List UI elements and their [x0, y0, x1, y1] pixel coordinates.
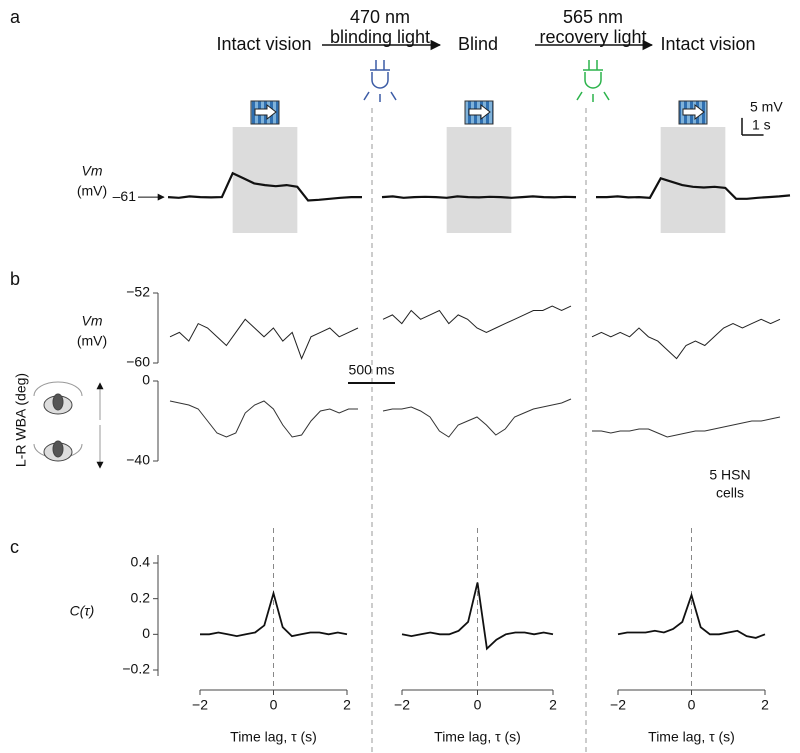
panel-label: a — [10, 7, 21, 27]
y-tick-label: −40 — [126, 452, 150, 468]
condition-label: Intact vision — [216, 34, 311, 54]
y-axis-label: Vm — [82, 313, 103, 329]
light-icon-part — [371, 72, 389, 89]
y-axis-label: (mV) — [77, 183, 107, 199]
mean-trace — [592, 416, 781, 438]
condition-label: Blind — [458, 34, 498, 54]
light-label: 470 nm — [350, 7, 410, 27]
light-icon — [363, 60, 397, 102]
x-tick-label: 0 — [688, 697, 696, 713]
x-tick-label: 2 — [343, 697, 351, 713]
y-tick-label: 0 — [142, 625, 150, 641]
mean-trace — [591, 318, 781, 360]
cell-count: cells — [716, 485, 744, 501]
panel-label: b — [10, 269, 20, 289]
mean-trace — [167, 171, 362, 202]
light-icon — [576, 60, 610, 102]
light-icon-part — [584, 72, 602, 89]
light-icon-part — [390, 91, 397, 101]
light-label: recovery light — [539, 27, 646, 47]
grating-arrow — [468, 103, 491, 121]
x-axis-label: Time lag, τ (s) — [230, 729, 317, 745]
x-tick-label: 2 — [761, 697, 769, 713]
y-tick-label: 0.2 — [131, 589, 151, 605]
x-tick-label: 0 — [474, 697, 482, 713]
stimulus-window — [232, 127, 298, 233]
cell-count: 5 HSN — [709, 467, 750, 483]
y-tick-label: 0 — [142, 372, 150, 388]
y-tick-label: –61 — [113, 188, 137, 204]
y-tick-label: −0.2 — [122, 661, 150, 677]
x-tick-label: 2 — [549, 697, 557, 713]
x-axis-label: Time lag, τ (s) — [434, 729, 521, 745]
mean-trace — [382, 398, 572, 438]
y-axis-label: L-R WBA (deg) — [13, 373, 29, 467]
scale-bar-label: 500 ms — [349, 362, 395, 378]
mean-correlation — [617, 592, 766, 639]
mean-trace — [596, 176, 791, 200]
grating-arrow — [254, 103, 277, 121]
stimulus-window — [446, 127, 512, 233]
stimulus-window — [660, 127, 726, 233]
panel-label: c — [10, 537, 19, 557]
mean-trace — [382, 305, 572, 333]
condition-label: Intact vision — [660, 34, 755, 54]
x-tick-label: −2 — [192, 697, 208, 713]
mean-trace — [169, 318, 359, 360]
scale-bar-label: 1 s — [752, 117, 771, 133]
y-tick-label: −52 — [126, 284, 150, 300]
light-icon-part — [576, 91, 583, 101]
y-axis-label: (mV) — [77, 333, 107, 349]
x-tick-label: −2 — [610, 697, 626, 713]
x-tick-label: 0 — [270, 697, 278, 713]
y-axis-label: C(τ) — [70, 603, 95, 619]
mean-trace — [381, 195, 577, 199]
grating-arrow — [682, 103, 705, 121]
fly-icon — [33, 381, 104, 469]
x-tick-label: −2 — [394, 697, 410, 713]
light-icon-part — [363, 91, 370, 101]
light-label: 565 nm — [563, 7, 623, 27]
y-axis-label: Vm — [82, 163, 103, 179]
mean-correlation — [401, 582, 554, 651]
scale-bar-label: 5 mV — [750, 99, 783, 115]
light-label: blinding light — [330, 27, 430, 47]
light-icon-part — [603, 91, 610, 101]
mean-trace — [169, 400, 358, 438]
y-tick-label: 0.4 — [131, 554, 151, 570]
x-axis-label: Time lag, τ (s) — [648, 729, 735, 745]
mean-correlation — [200, 589, 348, 638]
y-tick-label: −60 — [126, 354, 150, 370]
